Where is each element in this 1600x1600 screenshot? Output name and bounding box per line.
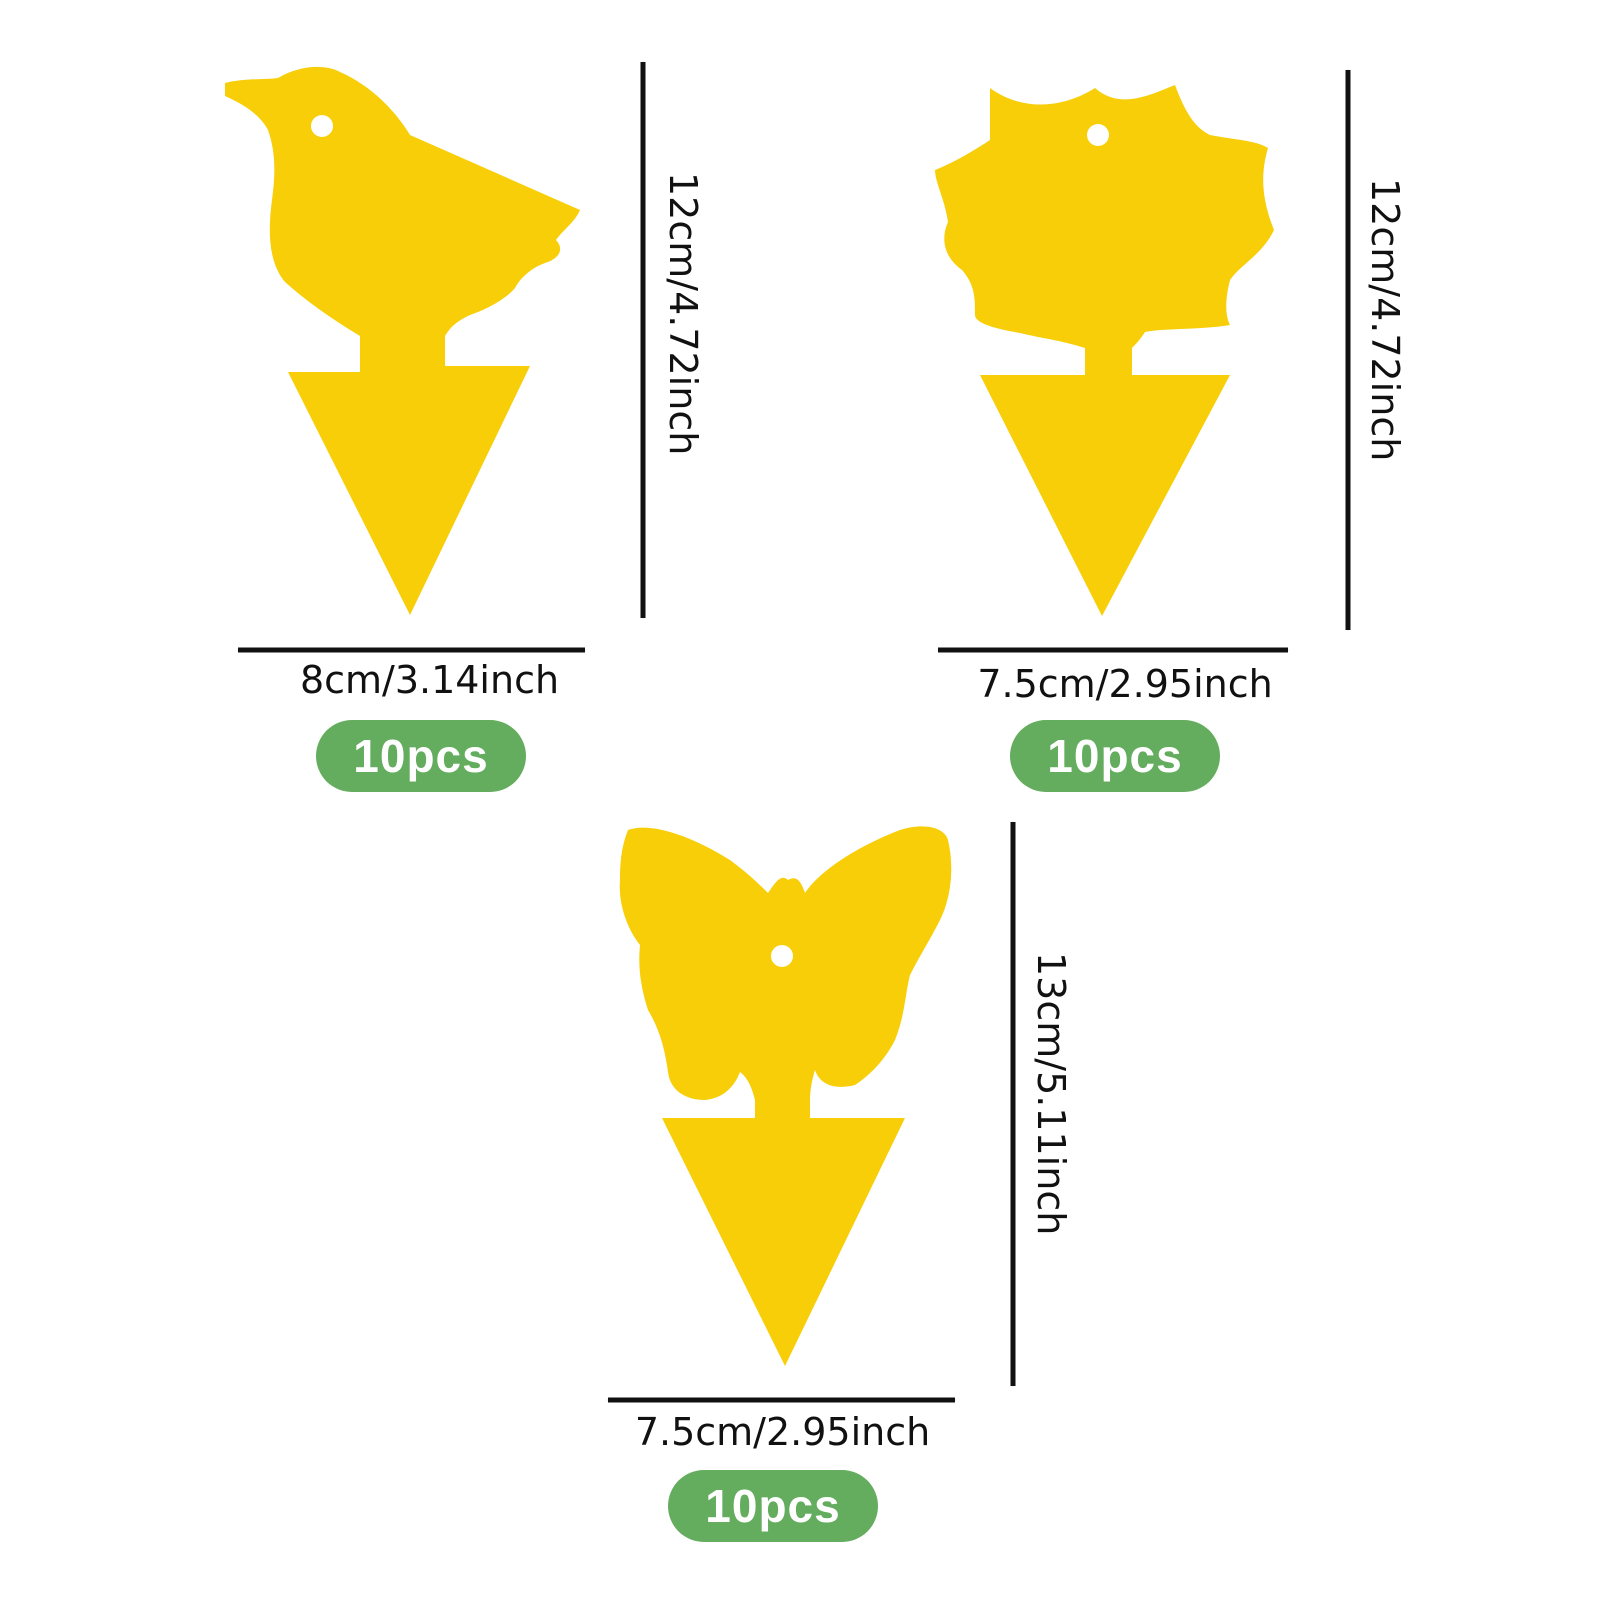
hanging-hole bbox=[771, 945, 793, 967]
bird-count-badge: 10pcs bbox=[316, 720, 526, 792]
sun-shape bbox=[935, 85, 1274, 616]
sun-height-label: 12cm/4.72inch bbox=[1363, 178, 1407, 462]
butterfly-trap bbox=[619, 826, 952, 1366]
bird-trap bbox=[225, 66, 580, 615]
butterfly-count-badge: 10pcs bbox=[668, 1470, 878, 1542]
hanging-hole bbox=[1087, 124, 1109, 146]
hanging-hole bbox=[311, 115, 333, 137]
butterfly-shape bbox=[619, 826, 952, 1366]
sun-width-label: 7.5cm/2.95inch bbox=[977, 662, 1273, 706]
bird-shape bbox=[225, 66, 580, 615]
sun-count-badge: 10pcs bbox=[1010, 720, 1220, 792]
sun-trap bbox=[935, 85, 1274, 616]
butterfly-width-label: 7.5cm/2.95inch bbox=[634, 1410, 931, 1454]
butterfly-height-label: 13cm/5.11inch bbox=[1029, 952, 1073, 1236]
bird-height-label: 12cm/4.72inch bbox=[661, 172, 705, 456]
bird-width-label: 8cm/3.14inch bbox=[299, 658, 560, 702]
